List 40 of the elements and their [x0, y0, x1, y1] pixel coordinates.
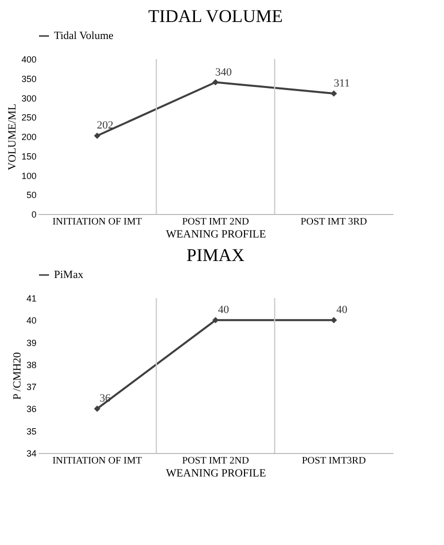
y-tick-label: 41: [26, 294, 36, 304]
y-axis-title: P /CMH20: [11, 352, 24, 400]
y-tick-label: 35: [26, 426, 36, 436]
x-tick-label: POST IMT 2ND: [182, 216, 249, 228]
x-tick-label: POST IMT 3RD: [300, 216, 367, 228]
data-label: 340: [215, 66, 232, 78]
x-tick-label: POST IMT 2ND: [182, 456, 249, 466]
data-label: 40: [218, 304, 230, 316]
y-tick-label: 150: [21, 151, 36, 162]
y-tick-label: 37: [26, 382, 36, 392]
data-label: 36: [100, 392, 112, 405]
point: [212, 79, 219, 86]
y-tick-label: 0: [31, 210, 36, 220]
x-axis-title: WEANING PROFILE: [166, 468, 266, 480]
x-axis-title: WEANING PROFILE: [166, 228, 266, 240]
y-axis-title: VOLUME/ML: [6, 103, 18, 170]
y-tick-label: 300: [21, 93, 36, 104]
data-label: 311: [334, 77, 350, 90]
y-tick-label: 400: [21, 54, 36, 64]
legend-label: PiMax: [54, 269, 84, 281]
y-tick-label: 250: [21, 112, 36, 123]
x-tick-label: INITIATION OF IMT: [52, 456, 142, 466]
legend-label: Tidal Volume: [54, 30, 114, 42]
y-tick-label: 36: [26, 404, 36, 414]
y-tick-label: 40: [26, 316, 36, 326]
y-tick-label: 100: [21, 170, 36, 181]
data-label: 40: [336, 304, 348, 316]
chart-title: PIMAX: [186, 245, 245, 265]
point: [94, 132, 100, 139]
y-tick-label: 38: [26, 360, 36, 370]
chart-title: TIDAL VOLUME: [148, 6, 283, 26]
x-tick-label: POST IMT3RD: [302, 456, 366, 466]
data-label: 202: [96, 120, 114, 132]
x-tick-label: INITIATION OF IMT: [52, 216, 142, 228]
y-tick-label: 200: [21, 132, 36, 142]
y-tick-label: 50: [26, 190, 36, 200]
y-tick-label: 350: [21, 74, 36, 84]
y-tick-label: 34: [26, 448, 36, 458]
y-tick-label: 39: [26, 338, 36, 348]
point: [330, 90, 337, 97]
